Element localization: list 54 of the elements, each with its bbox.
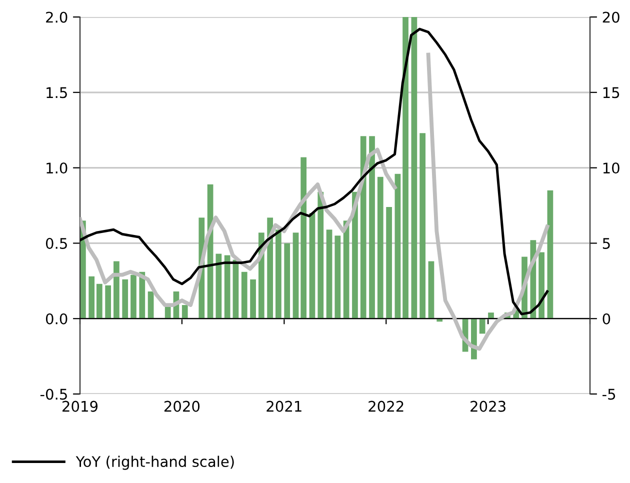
bar (122, 279, 128, 319)
bar (369, 136, 375, 319)
bar (334, 236, 341, 319)
bar (309, 213, 316, 319)
y2-tick-label: 15 (603, 87, 620, 98)
bar (224, 255, 230, 319)
y-tick-label: 1.0 (46, 162, 68, 174)
bar (96, 284, 102, 319)
x-tick-label: 2023 (470, 400, 506, 412)
bar (139, 272, 146, 319)
legend-label: YoY (right-hand scale) (76, 456, 234, 470)
bar (420, 133, 426, 319)
bar (394, 174, 401, 319)
y2-tick-label: 5 (602, 238, 610, 249)
bar (318, 192, 324, 319)
bar (276, 230, 282, 319)
line-series (80, 28, 549, 316)
bar (148, 291, 154, 319)
bar (300, 157, 307, 319)
y-tick-label: -0.5 (40, 388, 67, 400)
bar (88, 276, 95, 319)
bar (386, 207, 392, 319)
x-tick-label: 2021 (266, 400, 302, 412)
bar (130, 274, 136, 319)
bar (105, 285, 111, 319)
x-tick-label: 2020 (164, 400, 200, 412)
bar (488, 312, 494, 319)
bar (360, 136, 366, 319)
bar (402, 17, 408, 319)
bar (241, 272, 248, 319)
y2-tick-label: 20 (602, 12, 620, 23)
bar (284, 243, 290, 319)
y-tick-label: 2.0 (46, 12, 68, 23)
bar (216, 254, 222, 319)
x-tick-label: 2022 (368, 400, 404, 412)
x-tick-label: 2019 (62, 400, 98, 412)
bar (428, 261, 434, 319)
bar (267, 218, 273, 319)
bar (250, 279, 256, 319)
bar (182, 305, 188, 319)
y2-tick-label: -5 (602, 388, 616, 400)
y-tick-label: 0.0 (46, 313, 68, 324)
bar (411, 17, 418, 319)
y-tick-label: 1.5 (46, 87, 67, 98)
y-tick-label: 0.5 (46, 238, 67, 249)
bar (538, 252, 544, 319)
bar (479, 318, 486, 334)
y2-tick-label: 0 (602, 313, 610, 324)
bar (377, 176, 384, 319)
bar (292, 232, 299, 319)
bar (114, 261, 120, 319)
bar (547, 190, 554, 319)
y2-tick-label: 10 (603, 162, 620, 174)
bar (326, 230, 332, 319)
